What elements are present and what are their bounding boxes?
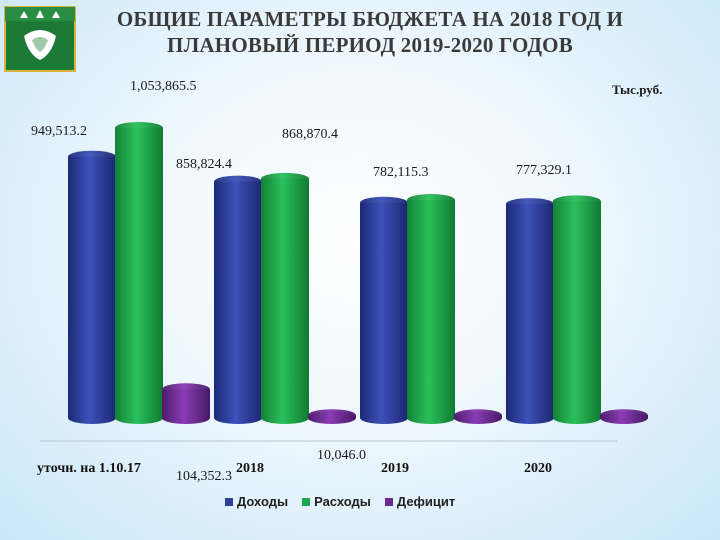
value-label-expense-0: 1,053,865.5: [130, 79, 197, 94]
value-label-deficit-1: 10,046.0: [317, 448, 366, 463]
unit-label: Тыс.руб.: [612, 82, 663, 97]
bar-expense-2: [407, 194, 455, 424]
bar-income-1: [214, 175, 262, 424]
legend-label-expense: Расходы: [314, 494, 371, 509]
coat-of-arms-emblem: [4, 6, 76, 72]
legend-label-income: Доходы: [237, 494, 289, 509]
legend-item-income: Доходы: [225, 494, 288, 509]
legend-item-expense: Расходы: [302, 494, 371, 509]
bar-expense-1: [261, 172, 309, 424]
value-label-income-1: 858,824.4: [176, 157, 232, 172]
chart-legend: Доходы Расходы Дефицит: [225, 494, 525, 509]
bar-expense-0: [115, 122, 163, 424]
legend-swatch-expense: [302, 497, 311, 506]
legend-swatch-income: [225, 497, 233, 506]
bar-deficit-0: [162, 383, 210, 424]
category-label-2: 2019: [381, 461, 409, 476]
bar-deficit-3: [600, 409, 648, 424]
bar-deficit-1: [308, 409, 356, 424]
value-label-deficit-0: 104,352.3: [176, 469, 232, 484]
bar-income-0: [68, 150, 116, 424]
legend-item-deficit: Дефицит: [384, 494, 456, 509]
value-label-expense-1: 868,870.4: [282, 127, 338, 142]
bar-income-2: [360, 196, 408, 424]
category-label-1: 2018: [236, 461, 264, 476]
chart-title: ОБЩИЕ ПАРАМЕТРЫ БЮДЖЕТА НА 2018 ГОД И ПЛ…: [116, 7, 624, 57]
bar-income-3: [506, 198, 554, 424]
category-label-0: уточн. на 1.10.17: [37, 461, 141, 476]
bar-expense-3: [553, 195, 601, 424]
bar-deficit-2: [454, 409, 502, 424]
category-label-3: 2020: [524, 461, 552, 476]
value-label-income-2: 782,115.3: [373, 165, 428, 180]
value-label-income-0: 949,513.2: [31, 124, 87, 139]
legend-swatch-deficit: [384, 497, 393, 506]
legend-label-deficit: Дефицит: [396, 494, 456, 509]
value-label-income-3: 777,329.1: [516, 163, 572, 178]
